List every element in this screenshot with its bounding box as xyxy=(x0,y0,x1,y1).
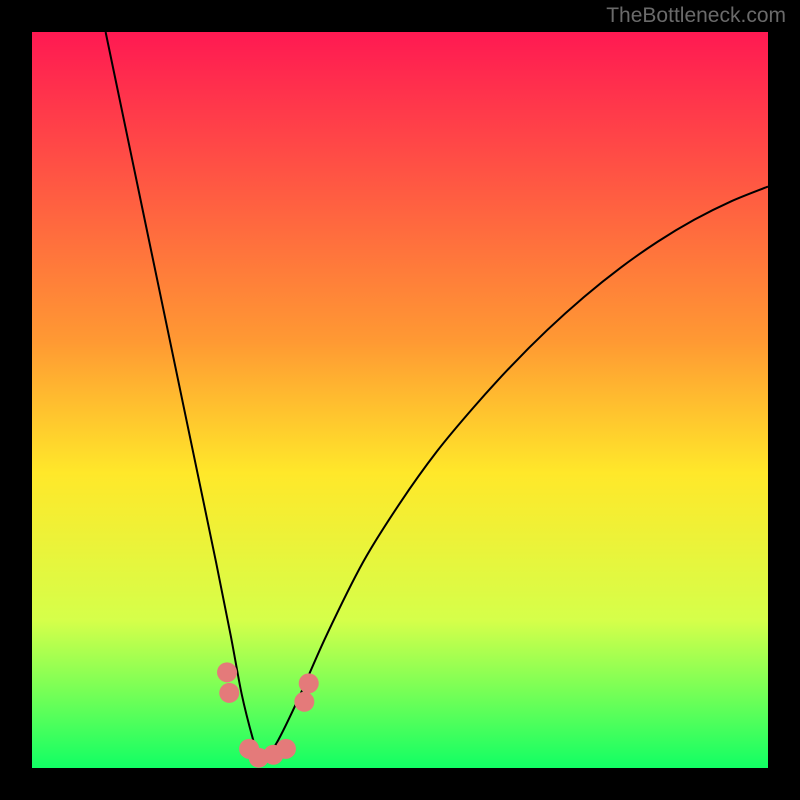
data-marker xyxy=(294,692,314,712)
data-marker xyxy=(276,739,296,759)
data-marker xyxy=(217,662,237,682)
data-markers-group xyxy=(217,662,319,767)
watermark-text: TheBottleneck.com xyxy=(606,4,786,28)
data-marker xyxy=(219,683,239,703)
bottleneck-curve-line xyxy=(106,32,768,761)
bottleneck-curve-chart xyxy=(32,32,768,768)
data-marker xyxy=(299,673,319,693)
chart-plot-area xyxy=(32,32,768,768)
